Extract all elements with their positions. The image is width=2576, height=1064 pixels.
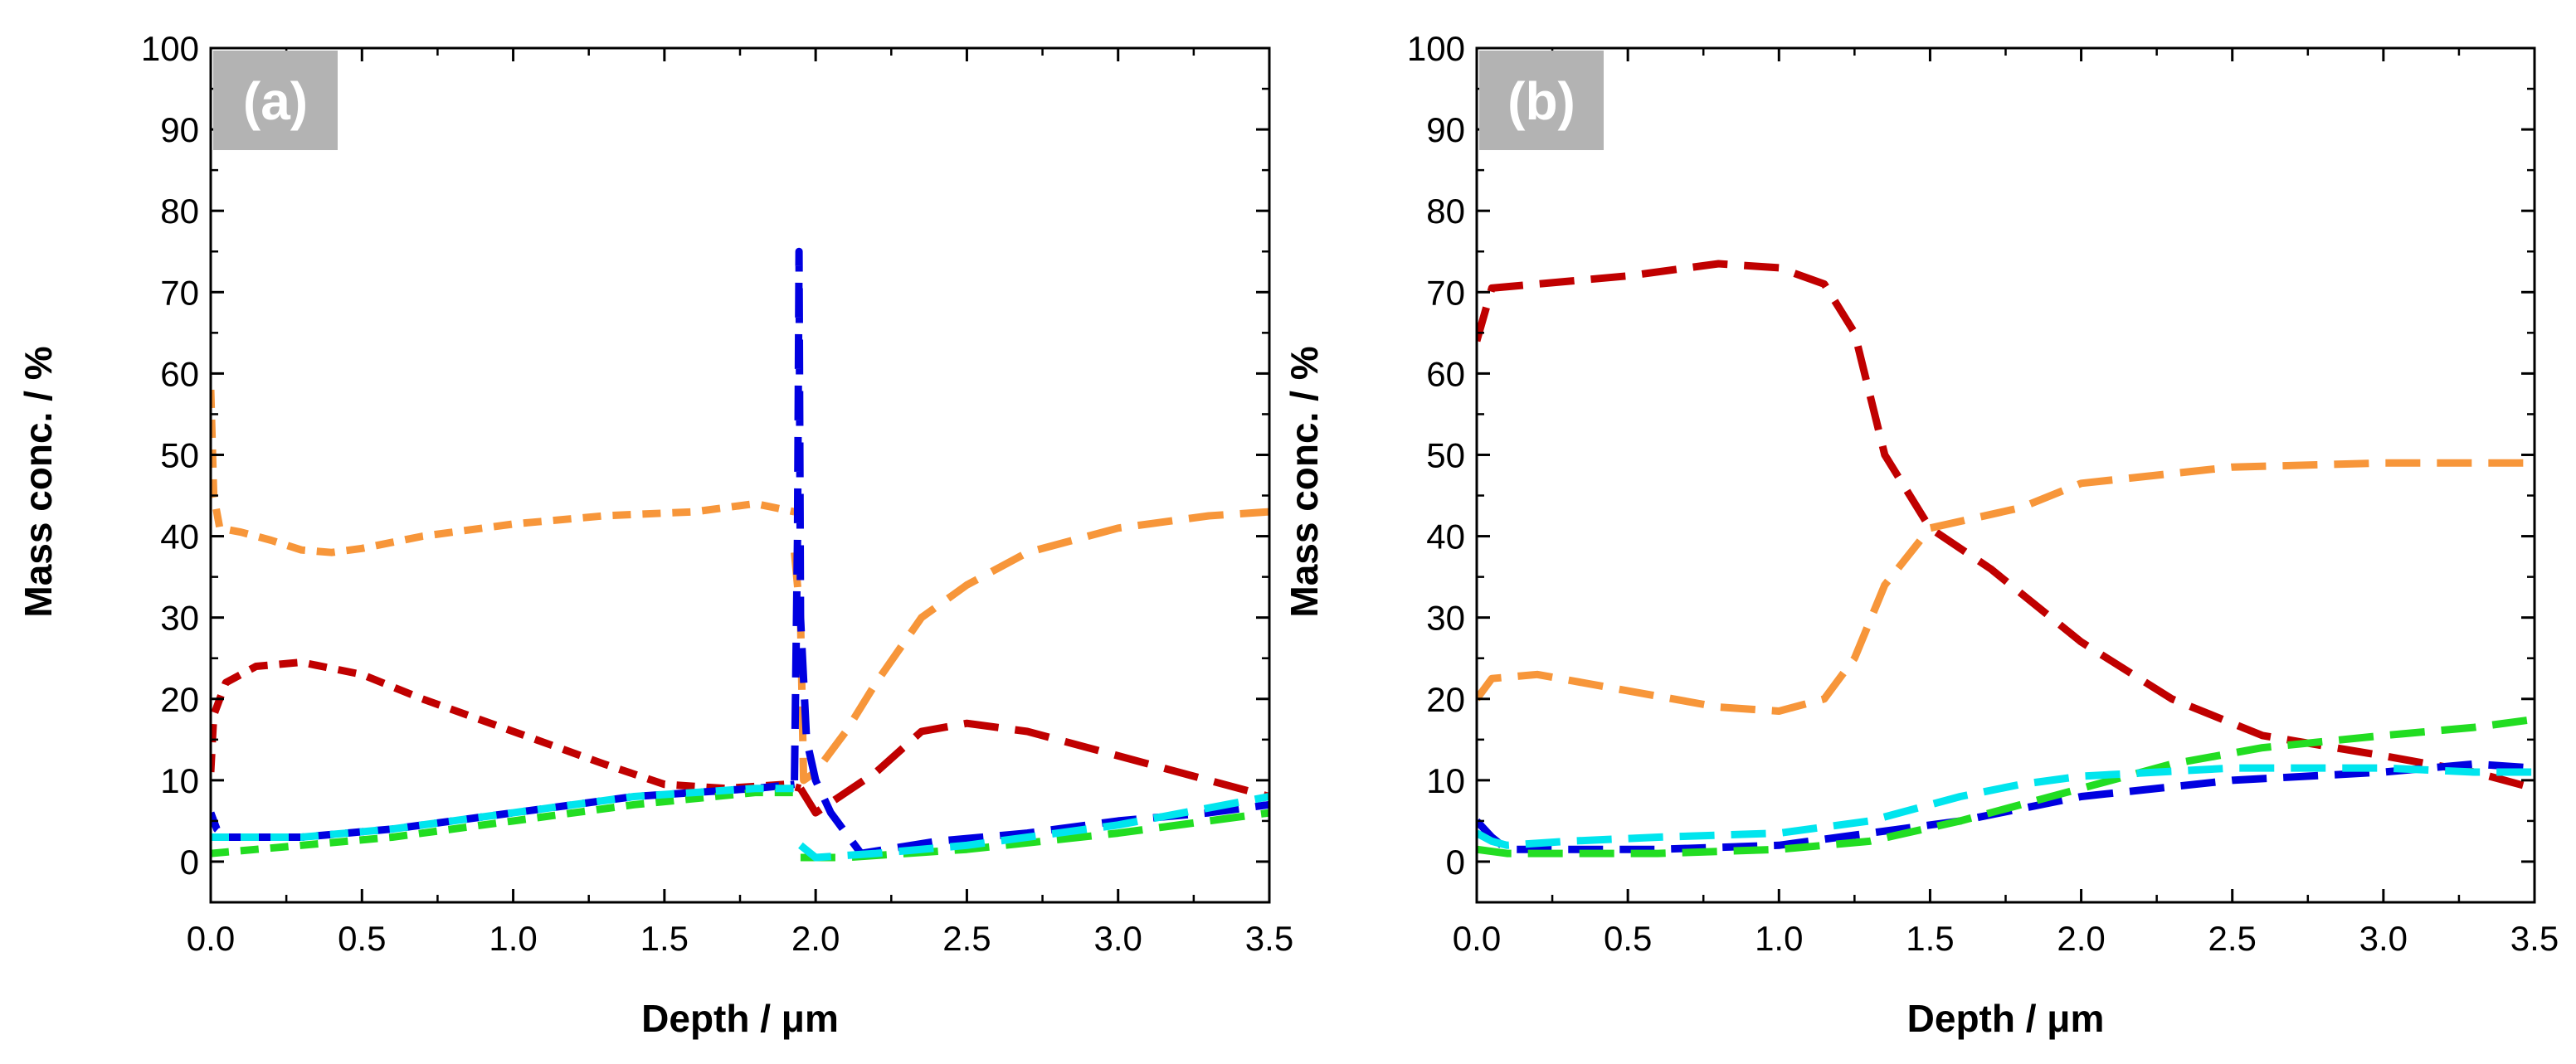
plot-frame xyxy=(209,46,1271,904)
y-tick-label: 20 xyxy=(1426,680,1465,719)
x-tick-label: 1.0 xyxy=(489,919,537,958)
panel-label-box xyxy=(213,51,338,150)
panel-label: (a) xyxy=(243,71,308,131)
y-tick-label: 60 xyxy=(160,354,199,393)
x-tick-label: 1.5 xyxy=(640,919,689,958)
x-axis-title: Depth / μm xyxy=(1907,997,2105,1040)
panel-a: 0 10 20 30 40 50 60 70 80 90 100 0.0 0.5 1.0 1.5 2.0 2.5… xyxy=(17,29,1293,1040)
panel-label-box xyxy=(1479,51,1604,150)
y-tick-label: 40 xyxy=(160,517,199,556)
x-axis-title: Depth / μm xyxy=(641,997,839,1040)
series-line-cyan-4 xyxy=(1477,764,2535,849)
x-tick-label: 0.0 xyxy=(187,919,235,958)
x-tick-label: 1.5 xyxy=(1906,919,1954,958)
x-tick-label: 3.5 xyxy=(2510,919,2559,958)
series-group xyxy=(1477,260,2535,858)
series-line-blue-4 xyxy=(211,780,796,841)
x-tick-label: 0.0 xyxy=(1453,919,1501,958)
series-line-blue-5 xyxy=(791,247,1269,858)
x-tick-label: 0.5 xyxy=(338,919,386,958)
x-tick-label: 0.5 xyxy=(1604,919,1652,958)
y-tick-label: 80 xyxy=(160,192,199,231)
x-tick-label: 3.0 xyxy=(1094,919,1142,958)
series-line-cyan-9 xyxy=(798,793,1269,862)
series-line-orange-1 xyxy=(791,508,1269,785)
y-tick-label: 0 xyxy=(1446,843,1465,882)
series-line-green-3 xyxy=(1477,715,2535,858)
y-tick-label: 50 xyxy=(1426,435,1465,474)
y-tick-label: 70 xyxy=(160,273,199,312)
y-tick-label: 10 xyxy=(160,761,199,800)
series-line-red-2 xyxy=(211,658,802,793)
x-tick-label: 2.0 xyxy=(791,919,840,958)
y-tick-label: 40 xyxy=(1426,517,1465,556)
series-line-orange-1 xyxy=(1477,459,2535,715)
y-axis-title: Mass conc. / % xyxy=(1283,346,1326,617)
x-tick-label: 3.0 xyxy=(2359,919,2408,958)
x-tick-label: 2.5 xyxy=(942,919,991,958)
y-tick-label: 30 xyxy=(160,599,199,638)
y-tick-label: 20 xyxy=(160,680,199,719)
y-tick-label: 90 xyxy=(1426,110,1465,149)
series-line-cyan-8 xyxy=(211,785,795,841)
y-tick-label: 30 xyxy=(1426,599,1465,638)
y-tick-label: 80 xyxy=(1426,192,1465,231)
series-group xyxy=(211,247,1269,862)
y-tick-label: 60 xyxy=(1426,354,1465,393)
series-line-red-3 xyxy=(797,719,1269,817)
x-tick-label: 2.0 xyxy=(2057,919,2105,958)
y-axis-title: Mass conc. / % xyxy=(17,346,60,617)
y-tick-label: 50 xyxy=(160,435,199,474)
y-tick-label: 100 xyxy=(141,29,199,68)
series-line-red-0 xyxy=(1477,260,2535,793)
y-tick-label: 10 xyxy=(1426,761,1465,800)
x-tick-label: 3.5 xyxy=(1245,919,1293,958)
panel-b: 0 10 20 30 40 50 60 70 80 90 100 0.0 0.5 1.0 1.5 2.0 2.5… xyxy=(1283,29,2559,1040)
y-tick-label: 100 xyxy=(1407,29,1465,68)
y-tick-label: 0 xyxy=(180,843,199,882)
series-line-orange-0 xyxy=(211,389,796,556)
y-tick-label: 90 xyxy=(160,110,199,149)
series-line-green-6 xyxy=(211,789,795,858)
x-tick-label: 2.5 xyxy=(2208,919,2257,958)
panel-label: (b) xyxy=(1507,71,1575,131)
plot-frame xyxy=(1475,46,2536,904)
y-tick-label: 70 xyxy=(1426,273,1465,312)
x-tick-label: 1.0 xyxy=(1755,919,1803,958)
